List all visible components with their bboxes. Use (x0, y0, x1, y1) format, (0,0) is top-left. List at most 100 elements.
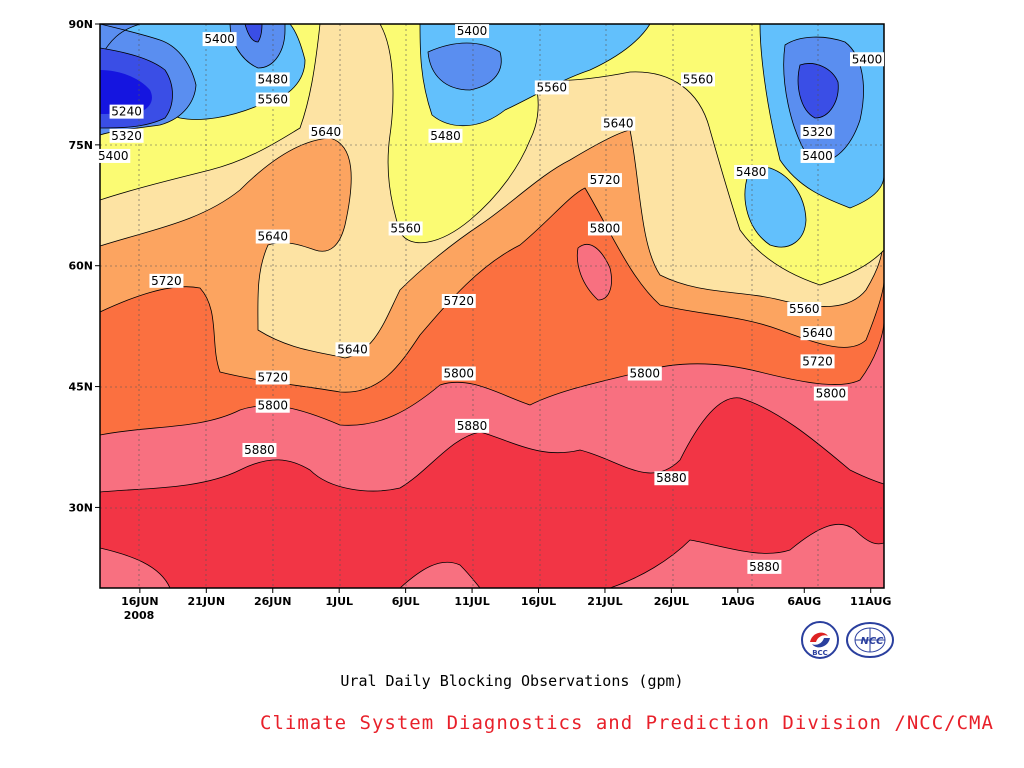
svg-text:5560: 5560 (789, 302, 820, 316)
contour-label: 5400 (850, 52, 884, 67)
contour-label: 5720 (587, 173, 622, 188)
svg-text:NCC: NCC (860, 636, 884, 647)
contour-label: 5720 (255, 370, 290, 385)
contour-label: 5800 (587, 221, 622, 236)
fill-5240-5320-b (244, 24, 263, 43)
contour-label: 5240 (109, 104, 144, 119)
fill-5800-cell (576, 243, 612, 301)
contour-label: 5480 (734, 165, 769, 180)
contour-label: 5480 (255, 72, 290, 87)
svg-text:5880: 5880 (749, 560, 780, 574)
svg-text:5400: 5400 (802, 149, 833, 163)
fill-5480-5560 (100, 24, 884, 286)
x-tick-label: 11AUG (850, 595, 891, 608)
svg-text:5320: 5320 (111, 129, 142, 143)
contour-label: 5880 (747, 559, 782, 574)
y-tick-label: 75N (68, 139, 93, 152)
svg-text:5800: 5800 (444, 366, 475, 380)
contour-label: 5320 (800, 125, 835, 139)
chart-caption: Ural Daily Blocking Observations (gpm) (340, 672, 684, 690)
contour-label: 5400 (96, 148, 131, 163)
contour-label: 5640 (335, 342, 370, 357)
svg-text:5400: 5400 (852, 52, 883, 66)
contour-label: 5640 (308, 125, 343, 139)
plot-frame (99, 23, 885, 589)
svg-text:5560: 5560 (537, 80, 568, 94)
svg-text:5800: 5800 (630, 366, 661, 380)
x-tick-label: 21JUL (587, 595, 622, 608)
contour-label: 5800 (627, 366, 662, 381)
y-tick-label: 45N (68, 381, 93, 394)
credit-line: Climate System Diagnostics and Predictio… (260, 712, 994, 734)
contour-labels: 5240 5320 5400 5400 5480 5560 5640 5640 5720 5720… (96, 24, 884, 574)
svg-text:5320: 5320 (802, 125, 833, 139)
svg-text:5720: 5720 (151, 274, 182, 288)
contour-label: 5560 (680, 72, 715, 87)
contour-label: 5400 (455, 24, 490, 39)
contour-label: 5480 (428, 128, 463, 143)
svg-text:5400: 5400 (457, 24, 488, 38)
svg-text:5720: 5720 (257, 371, 288, 385)
svg-text:5560: 5560 (683, 72, 714, 86)
bcc-logo-icon: BCC (800, 620, 840, 666)
contour-label: 5720 (800, 354, 835, 369)
x-tick-label: 6JUL (392, 595, 420, 608)
y-tick-label: 90N (68, 18, 93, 31)
y-tick-label: 60N (68, 260, 93, 273)
svg-text:5480: 5480 (736, 165, 767, 179)
y-axis: 90N 75N 60N 45N 30N (68, 18, 100, 514)
contour-label: 5640 (601, 116, 636, 131)
svg-text:5640: 5640 (257, 230, 288, 244)
contour-label: 5400 (800, 148, 835, 163)
x-tick-label: 1JUL (325, 595, 353, 608)
contour-label: 5720 (441, 293, 476, 308)
contour-chart: 16JUN 21JUN 26JUN 1JUL 6JUL 11JUL 16JUL 21JUL 26… (68, 18, 891, 622)
contour-label: 5880 (455, 418, 490, 433)
x-tick-label: 16JUL (521, 595, 556, 608)
x-tick-label: 16JUN (121, 595, 159, 608)
svg-text:5400: 5400 (98, 149, 129, 163)
x-tick-label: 21JUN (188, 595, 226, 608)
contour-label: 5400 (202, 32, 237, 47)
svg-text:5880: 5880 (656, 471, 687, 485)
contour-label: 5560 (255, 92, 290, 107)
svg-text:5800: 5800 (257, 399, 288, 413)
contour-label: 5720 (149, 273, 184, 288)
contour-label: 5560 (388, 221, 423, 236)
svg-text:5880: 5880 (457, 419, 488, 433)
svg-text:5400: 5400 (204, 32, 235, 46)
x-tick-label: 26JUN (254, 595, 292, 608)
svg-text:5640: 5640 (802, 326, 833, 340)
x-tick-label: 1AUG (721, 595, 755, 608)
fill-5320-5400-c (427, 42, 502, 91)
svg-text:5720: 5720 (590, 173, 621, 187)
svg-text:5800: 5800 (816, 387, 847, 401)
grid-lines (100, 24, 884, 588)
ncc-logo-icon: NCC (844, 620, 896, 666)
contour-label: 5640 (800, 326, 835, 341)
contour-fills (100, 24, 884, 588)
y-tick-label: 30N (68, 501, 93, 514)
svg-text:5880: 5880 (244, 443, 275, 457)
x-axis: 16JUN 21JUN 26JUN 1JUL 6JUL 11JUL 16JUL 21JUL 26… (121, 588, 891, 608)
x-axis-year-label: 2008 (124, 609, 155, 622)
contour-label: 5320 (109, 128, 144, 143)
svg-text:5640: 5640 (311, 125, 342, 139)
x-tick-label: 6AUG (787, 595, 821, 608)
contour-label: 5880 (242, 443, 277, 458)
svg-text:5720: 5720 (444, 294, 475, 308)
svg-text:5800: 5800 (590, 221, 621, 235)
svg-text:5640: 5640 (337, 342, 368, 356)
x-tick-label: 26JUL (654, 595, 689, 608)
contour-label: 5800 (255, 398, 290, 413)
contour-label: 5560 (534, 80, 569, 95)
contour-label: 5640 (255, 229, 290, 244)
contour-label: 5880 (654, 471, 689, 486)
contour-label: 5560 (787, 302, 822, 317)
svg-text:5560: 5560 (257, 93, 288, 107)
contour-label: 5800 (813, 386, 848, 401)
svg-text:5720: 5720 (802, 354, 833, 368)
svg-text:BCC: BCC (812, 649, 828, 657)
x-tick-label: 11JUL (454, 595, 489, 608)
svg-text:5560: 5560 (390, 221, 421, 235)
